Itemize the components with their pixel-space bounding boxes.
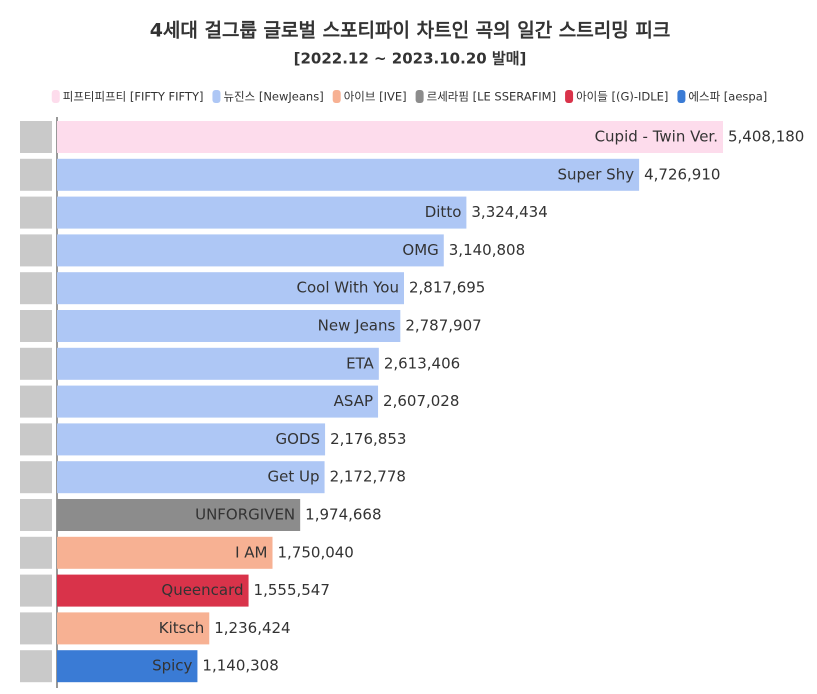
- legend-marker: [332, 90, 341, 103]
- album-cover: [20, 650, 52, 683]
- bar: [57, 423, 326, 456]
- bar-label: New Jeans: [318, 317, 396, 335]
- bar: [57, 158, 640, 191]
- legend-label: 아이브 [IVE]: [344, 90, 407, 104]
- album-cover: [20, 574, 52, 607]
- bar-label: Super Shy: [557, 165, 634, 183]
- value-label: 3,324,434: [471, 203, 547, 221]
- bar: [57, 650, 198, 683]
- legend-marker: [565, 90, 574, 103]
- value-label: 2,787,907: [405, 317, 481, 335]
- value-label: 1,236,424: [214, 619, 290, 637]
- bar: [57, 536, 273, 569]
- legend-marker: [415, 90, 424, 103]
- legend-marker: [212, 90, 221, 103]
- bar: [57, 272, 404, 305]
- bar: [57, 234, 444, 267]
- album-cover: [20, 347, 52, 380]
- album-cover: [20, 499, 52, 531]
- bar-label: ASAP: [334, 392, 373, 410]
- album-cover: [20, 385, 52, 418]
- album-cover: [20, 423, 52, 456]
- value-label: 2,176,853: [330, 430, 406, 448]
- value-label: 2,817,695: [409, 279, 485, 297]
- chart-title: 4세대 걸그룹 글로벌 스포티파이 차트인 곡의 일간 스트리밍 피크: [150, 20, 671, 42]
- chart-subtitle: [2022.12 ~ 2023.10.20 발매]: [294, 50, 527, 68]
- bar-label: Queencard: [161, 581, 243, 599]
- bar: [57, 461, 325, 494]
- value-label: 1,750,040: [278, 543, 354, 561]
- legend-label: 에스파 [aespa]: [688, 90, 767, 104]
- bar: [57, 574, 249, 607]
- album-cover: [20, 612, 52, 645]
- legend-label: 르세라핌 [LE SSERAFIM]: [427, 90, 556, 104]
- legend-label: 피프티피프티 [FIFTY FIFTY]: [63, 90, 204, 104]
- bar: [57, 196, 467, 229]
- bar: [57, 499, 301, 531]
- bar-label: ETA: [346, 354, 374, 372]
- value-label: 1,974,668: [305, 506, 381, 524]
- bar-label: OMG: [402, 241, 438, 259]
- value-label: 3,140,808: [449, 241, 525, 259]
- value-label: 2,607,028: [383, 392, 459, 410]
- value-label: 4,726,910: [644, 165, 720, 183]
- value-label: 1,555,547: [254, 581, 330, 599]
- bar: [57, 310, 401, 342]
- album-cover: [20, 310, 52, 342]
- album-covers: [20, 121, 52, 683]
- album-cover: [20, 158, 52, 191]
- album-cover: [20, 272, 52, 305]
- album-cover: [20, 234, 52, 267]
- album-cover: [20, 461, 52, 494]
- value-label: 1,140,308: [202, 657, 278, 675]
- bar-label: UNFORGIVEN: [195, 506, 295, 524]
- legend-label: 아이들 [(G)-IDLE]: [576, 90, 668, 104]
- bar-label: Get Up: [268, 468, 320, 486]
- album-cover: [20, 536, 52, 569]
- legend-label: 뉴진스 [NewJeans]: [223, 90, 323, 104]
- album-cover: [20, 196, 52, 229]
- value-label: 5,408,180: [728, 128, 804, 146]
- bar: [57, 347, 379, 380]
- legend-marker: [51, 90, 60, 103]
- value-label: 2,613,406: [384, 354, 460, 372]
- bar: [57, 612, 210, 645]
- legend-marker: [677, 90, 686, 103]
- bar: [57, 385, 379, 418]
- bar-label: GODS: [276, 430, 321, 448]
- value-label: 2,172,778: [330, 468, 406, 486]
- bar-label: Ditto: [425, 203, 462, 221]
- bar-label: Cupid - Twin Ver.: [595, 128, 718, 146]
- album-cover: [20, 121, 52, 153]
- bar-label: Spicy: [152, 657, 192, 675]
- bar-label: I AM: [235, 543, 267, 561]
- bar-label: Cool With You: [297, 279, 399, 297]
- bar: [57, 121, 723, 153]
- bar-label: Kitsch: [159, 619, 204, 637]
